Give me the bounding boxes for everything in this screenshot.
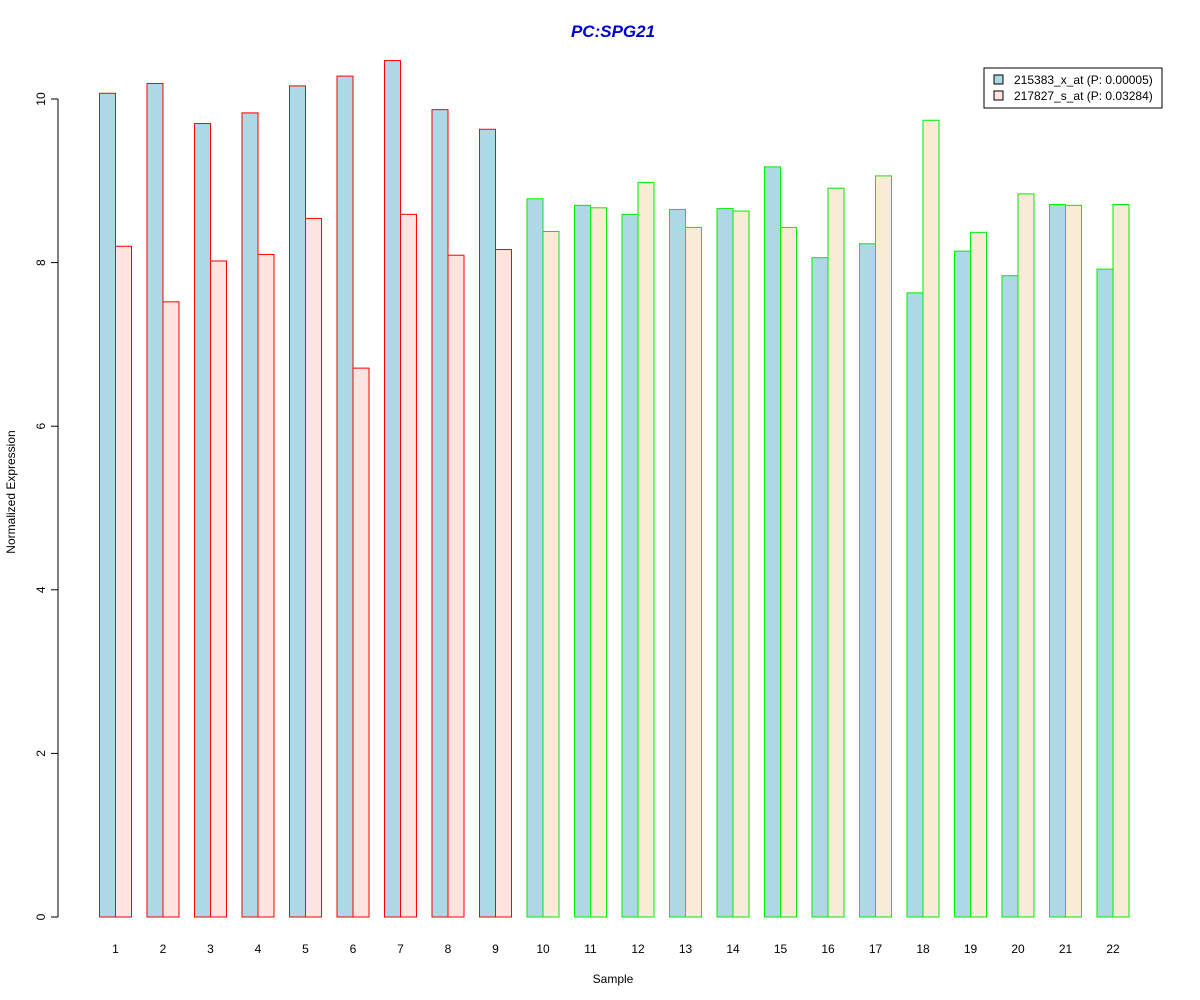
bar-series-2 [827, 187, 845, 918]
x-tick-label: 10 [536, 942, 550, 956]
y-tick-label: 4 [34, 586, 48, 593]
bar-series-2 [1065, 204, 1082, 918]
x-tick-label: 22 [1106, 942, 1120, 956]
legend-label-series-1: 215383_x_at (P: 0.00005) [1014, 73, 1153, 87]
x-tick-label: 11 [584, 942, 597, 956]
bar-series-1 [479, 128, 496, 918]
x-tick-label: 20 [1011, 942, 1025, 956]
x-tick-label: 18 [916, 942, 930, 956]
bar-series-1 [954, 250, 971, 918]
bar-series-2 [542, 231, 560, 918]
bar-series-1 [336, 75, 354, 918]
bar-series-2 [447, 254, 465, 918]
x-tick-label: 21 [1059, 942, 1073, 956]
y-tick-label: 2 [34, 750, 48, 757]
bar-series-2 [922, 119, 940, 918]
bar-series-1 [1049, 204, 1066, 918]
legend-swatch-series-1 [993, 74, 1004, 85]
x-tick-labels: 1 2 3 4 5 6 7 8 9 10 11 12 13 14 15 16 17 18 19 20 21 22 [112, 942, 1120, 956]
bar-series-1 [99, 92, 116, 918]
bar-series-2 [875, 175, 892, 918]
bar-series-1 [574, 204, 591, 918]
y-tick-label: 8 [34, 259, 48, 266]
bar-series-1 [194, 123, 211, 918]
bar-series-1 [811, 257, 829, 918]
x-axis-label: Sample [593, 972, 634, 986]
x-tick-label: 9 [492, 942, 499, 956]
y-tick-label: 10 [34, 92, 48, 106]
x-tick-label: 8 [445, 942, 452, 956]
bar-series-2 [685, 226, 702, 918]
bar-series-2 [400, 213, 417, 918]
y-axis-label: Normalized Expression [4, 430, 18, 553]
bar-series-2 [115, 245, 132, 918]
x-tick-label: 12 [631, 942, 645, 956]
bar-series-2 [732, 210, 750, 918]
x-tick-label: 19 [964, 942, 978, 956]
x-tick-label: 4 [255, 942, 262, 956]
x-tick-label: 17 [869, 942, 883, 956]
bar-series-1 [716, 208, 734, 918]
bar-series-1 [621, 213, 639, 918]
bar-series-1 [1001, 275, 1019, 918]
bar-series-1 [526, 198, 544, 918]
bar-series-2 [305, 217, 322, 918]
bar-series-1 [384, 60, 401, 918]
bar-series-1 [241, 112, 259, 918]
bar-series-2 [495, 249, 512, 918]
x-tick-label: 16 [821, 942, 835, 956]
bar-series-1 [764, 166, 781, 918]
x-tick-label: 15 [774, 942, 788, 956]
x-tick-label: 7 [397, 942, 404, 956]
legend-label-series-2: 217827_s_at (P: 0.03284) [1014, 89, 1153, 103]
bar-series-2 [162, 301, 180, 918]
bar-series-2 [210, 260, 227, 918]
bar-series-1 [1096, 268, 1114, 918]
bar-series-2 [780, 226, 797, 918]
y-tick-label: 0 [34, 913, 48, 920]
x-tick-label: 14 [726, 942, 740, 956]
bar-series-2 [1112, 204, 1130, 918]
x-tick-label: 13 [679, 942, 693, 956]
bar-series-group [99, 60, 1130, 918]
x-tick-label: 5 [302, 942, 309, 956]
x-tick-label: 2 [160, 942, 167, 956]
x-tick-label: 3 [207, 942, 214, 956]
legend-box [983, 67, 1163, 109]
bar-series-2 [637, 181, 655, 918]
y-tick-label: 6 [34, 423, 48, 430]
bar-series-1 [431, 109, 449, 918]
bar-series-2 [257, 253, 275, 918]
bar-series-1 [289, 85, 306, 918]
bar-series-2 [352, 367, 370, 918]
legend-swatch-series-2 [993, 90, 1004, 101]
bar-series-2 [970, 231, 987, 918]
bar-series-1 [859, 243, 876, 918]
y-axis: 0 2 4 6 8 10 [34, 92, 59, 920]
x-tick-label: 6 [350, 942, 357, 956]
bar-series-2 [1017, 193, 1035, 918]
x-tick-label: 1 [112, 942, 119, 956]
bar-series-1 [669, 208, 686, 918]
bar-series-1 [146, 82, 164, 918]
chart-title: PC:SPG21 [571, 22, 655, 41]
bar-series-1 [906, 292, 924, 918]
bar-series-2 [590, 207, 607, 918]
legend: 215383_x_at (P: 0.00005) 217827_s_at (P:… [983, 67, 1163, 109]
